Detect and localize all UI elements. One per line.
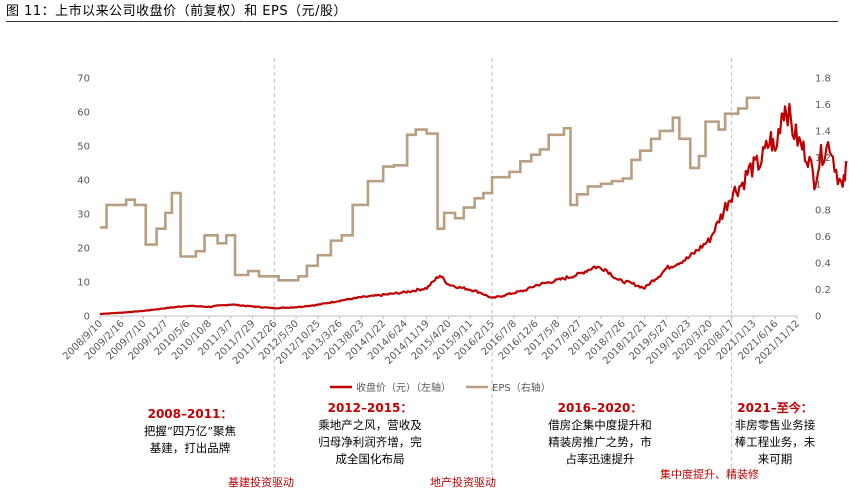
- eps-series-line: [100, 96, 760, 282]
- series-layer: [99, 96, 848, 316]
- x-tick-labels: 2008/9/102009/2/162009/7/102009/12/72010…: [61, 316, 802, 367]
- y-left-tick-label: 40: [77, 176, 90, 187]
- annotation-period: 2016–2020：: [557, 401, 643, 415]
- annotation-2012-2015: 2012–2015： 乘地产之风，营收及 归母净利润齐增，完 成全国化布局: [275, 400, 465, 468]
- y-right-tick-label: 1.8: [815, 74, 831, 85]
- y-right-tick-label: 0.2: [815, 285, 831, 296]
- annotation-period: 2012–2015：: [327, 401, 413, 415]
- y-left-tick-labels: 0 10 20 30 40 50 60 70: [77, 74, 90, 323]
- y-left-tick-label: 60: [77, 108, 90, 119]
- y-right-tick-label: 0.8: [815, 206, 831, 217]
- legend-label-eps: EPS（右轴）: [492, 381, 551, 394]
- legend: 收盘价（元）（左轴） EPS（右轴）: [330, 381, 551, 394]
- figure-title: 图 11：上市以来公司收盘价（前复权）和 EPS（元/股）: [6, 4, 347, 19]
- annotation-body: 乘地产之风，营收及 归母净利润齐增，完 成全国化布局: [318, 418, 422, 466]
- y-left-tick-label: 0: [84, 312, 90, 323]
- annotation-body: 非房零售业务接 棒工程业务，未 来可期: [734, 418, 816, 466]
- annotation-period: 2008–2011：: [147, 407, 233, 421]
- y-right-tick-label: 1.6: [815, 100, 831, 111]
- title-rule: [6, 21, 838, 22]
- y-left-tick-label: 20: [77, 244, 90, 255]
- annotation-period: 2021–至今：: [737, 401, 813, 415]
- annotation-body: 借房企集中度提升和 精装房推广之势，市 占率迅速提升: [548, 418, 652, 466]
- y-left-tick-label: 70: [77, 74, 90, 85]
- legend-label-price: 收盘价（元）（左轴）: [356, 381, 451, 394]
- y-right-tick-label: 0: [815, 312, 821, 323]
- y-right-tick-label: 0.4: [815, 259, 831, 270]
- y-right-tick-label: 1.4: [815, 126, 831, 137]
- period-dividers: [273, 58, 733, 478]
- cut-label-real-estate: 地产投资驱动: [430, 476, 496, 489]
- y-left-tick-label: 50: [77, 142, 90, 153]
- y-left-tick-label: 10: [77, 278, 90, 289]
- y-right-tick-label: 1.2: [815, 153, 831, 164]
- annotation-2021-now: 2021–至今： 非房零售业务接 棒工程业务，未 来可期: [705, 400, 845, 468]
- annotation-body: 把握“四万亿”聚焦 基建，打出品牌: [143, 424, 237, 455]
- price-series-line: [99, 102, 848, 316]
- annotation-2008-2011: 2008–2011： 把握“四万亿”聚焦 基建，打出品牌: [95, 406, 285, 457]
- cut-label-infrastructure: 基建投资驱动: [228, 476, 294, 489]
- y-right-tick-label: 0.6: [815, 232, 831, 243]
- annotation-2016-2020: 2016–2020： 借房企集中度提升和 精装房推广之势，市 占率迅速提升: [500, 400, 700, 468]
- cut-label-concentration: 集中度提升、精装修: [660, 468, 759, 481]
- y-right-tick-label: 1: [815, 179, 821, 190]
- y-right-tick-labels: 0 0.2 0.4 0.6 0.8 1 1.2 1.4 1.6 1.8: [815, 74, 831, 323]
- y-left-tick-label: 30: [77, 210, 90, 221]
